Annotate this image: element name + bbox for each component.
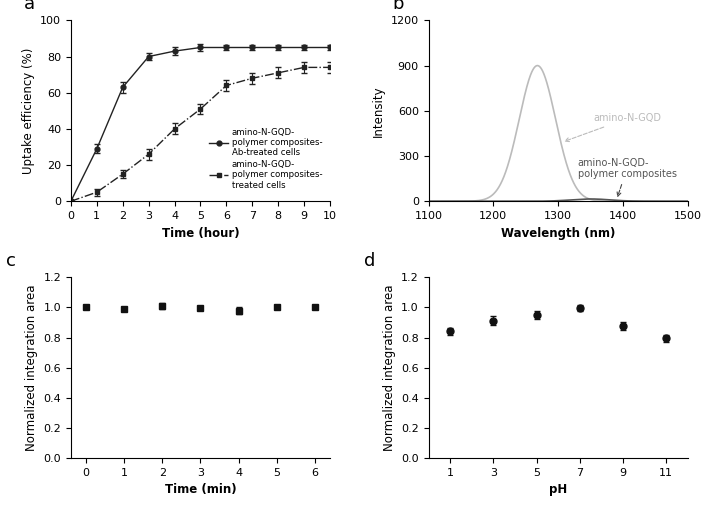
Y-axis label: Uptake efficiency (%): Uptake efficiency (%) xyxy=(21,48,35,174)
X-axis label: Time (hour): Time (hour) xyxy=(162,227,240,240)
Text: b: b xyxy=(392,0,403,13)
Text: d: d xyxy=(364,252,375,270)
Y-axis label: Normalized integration area: Normalized integration area xyxy=(383,285,396,451)
Legend: amino-N-GQD-
polymer composites-
Ab-treated cells, amino-N-GQD-
polymer composit: amino-N-GQD- polymer composites- Ab-trea… xyxy=(206,124,325,193)
Y-axis label: Intensity: Intensity xyxy=(372,85,385,136)
X-axis label: Wavelength (nm): Wavelength (nm) xyxy=(501,227,615,240)
Text: c: c xyxy=(6,252,16,270)
X-axis label: pH: pH xyxy=(549,484,567,496)
X-axis label: Time (min): Time (min) xyxy=(164,484,236,496)
Text: a: a xyxy=(24,0,35,13)
Text: amino-N-GQD: amino-N-GQD xyxy=(565,114,661,142)
Y-axis label: Normalized integration area: Normalized integration area xyxy=(25,285,38,451)
Text: amino-N-GQD-
polymer composites: amino-N-GQD- polymer composites xyxy=(578,157,676,196)
